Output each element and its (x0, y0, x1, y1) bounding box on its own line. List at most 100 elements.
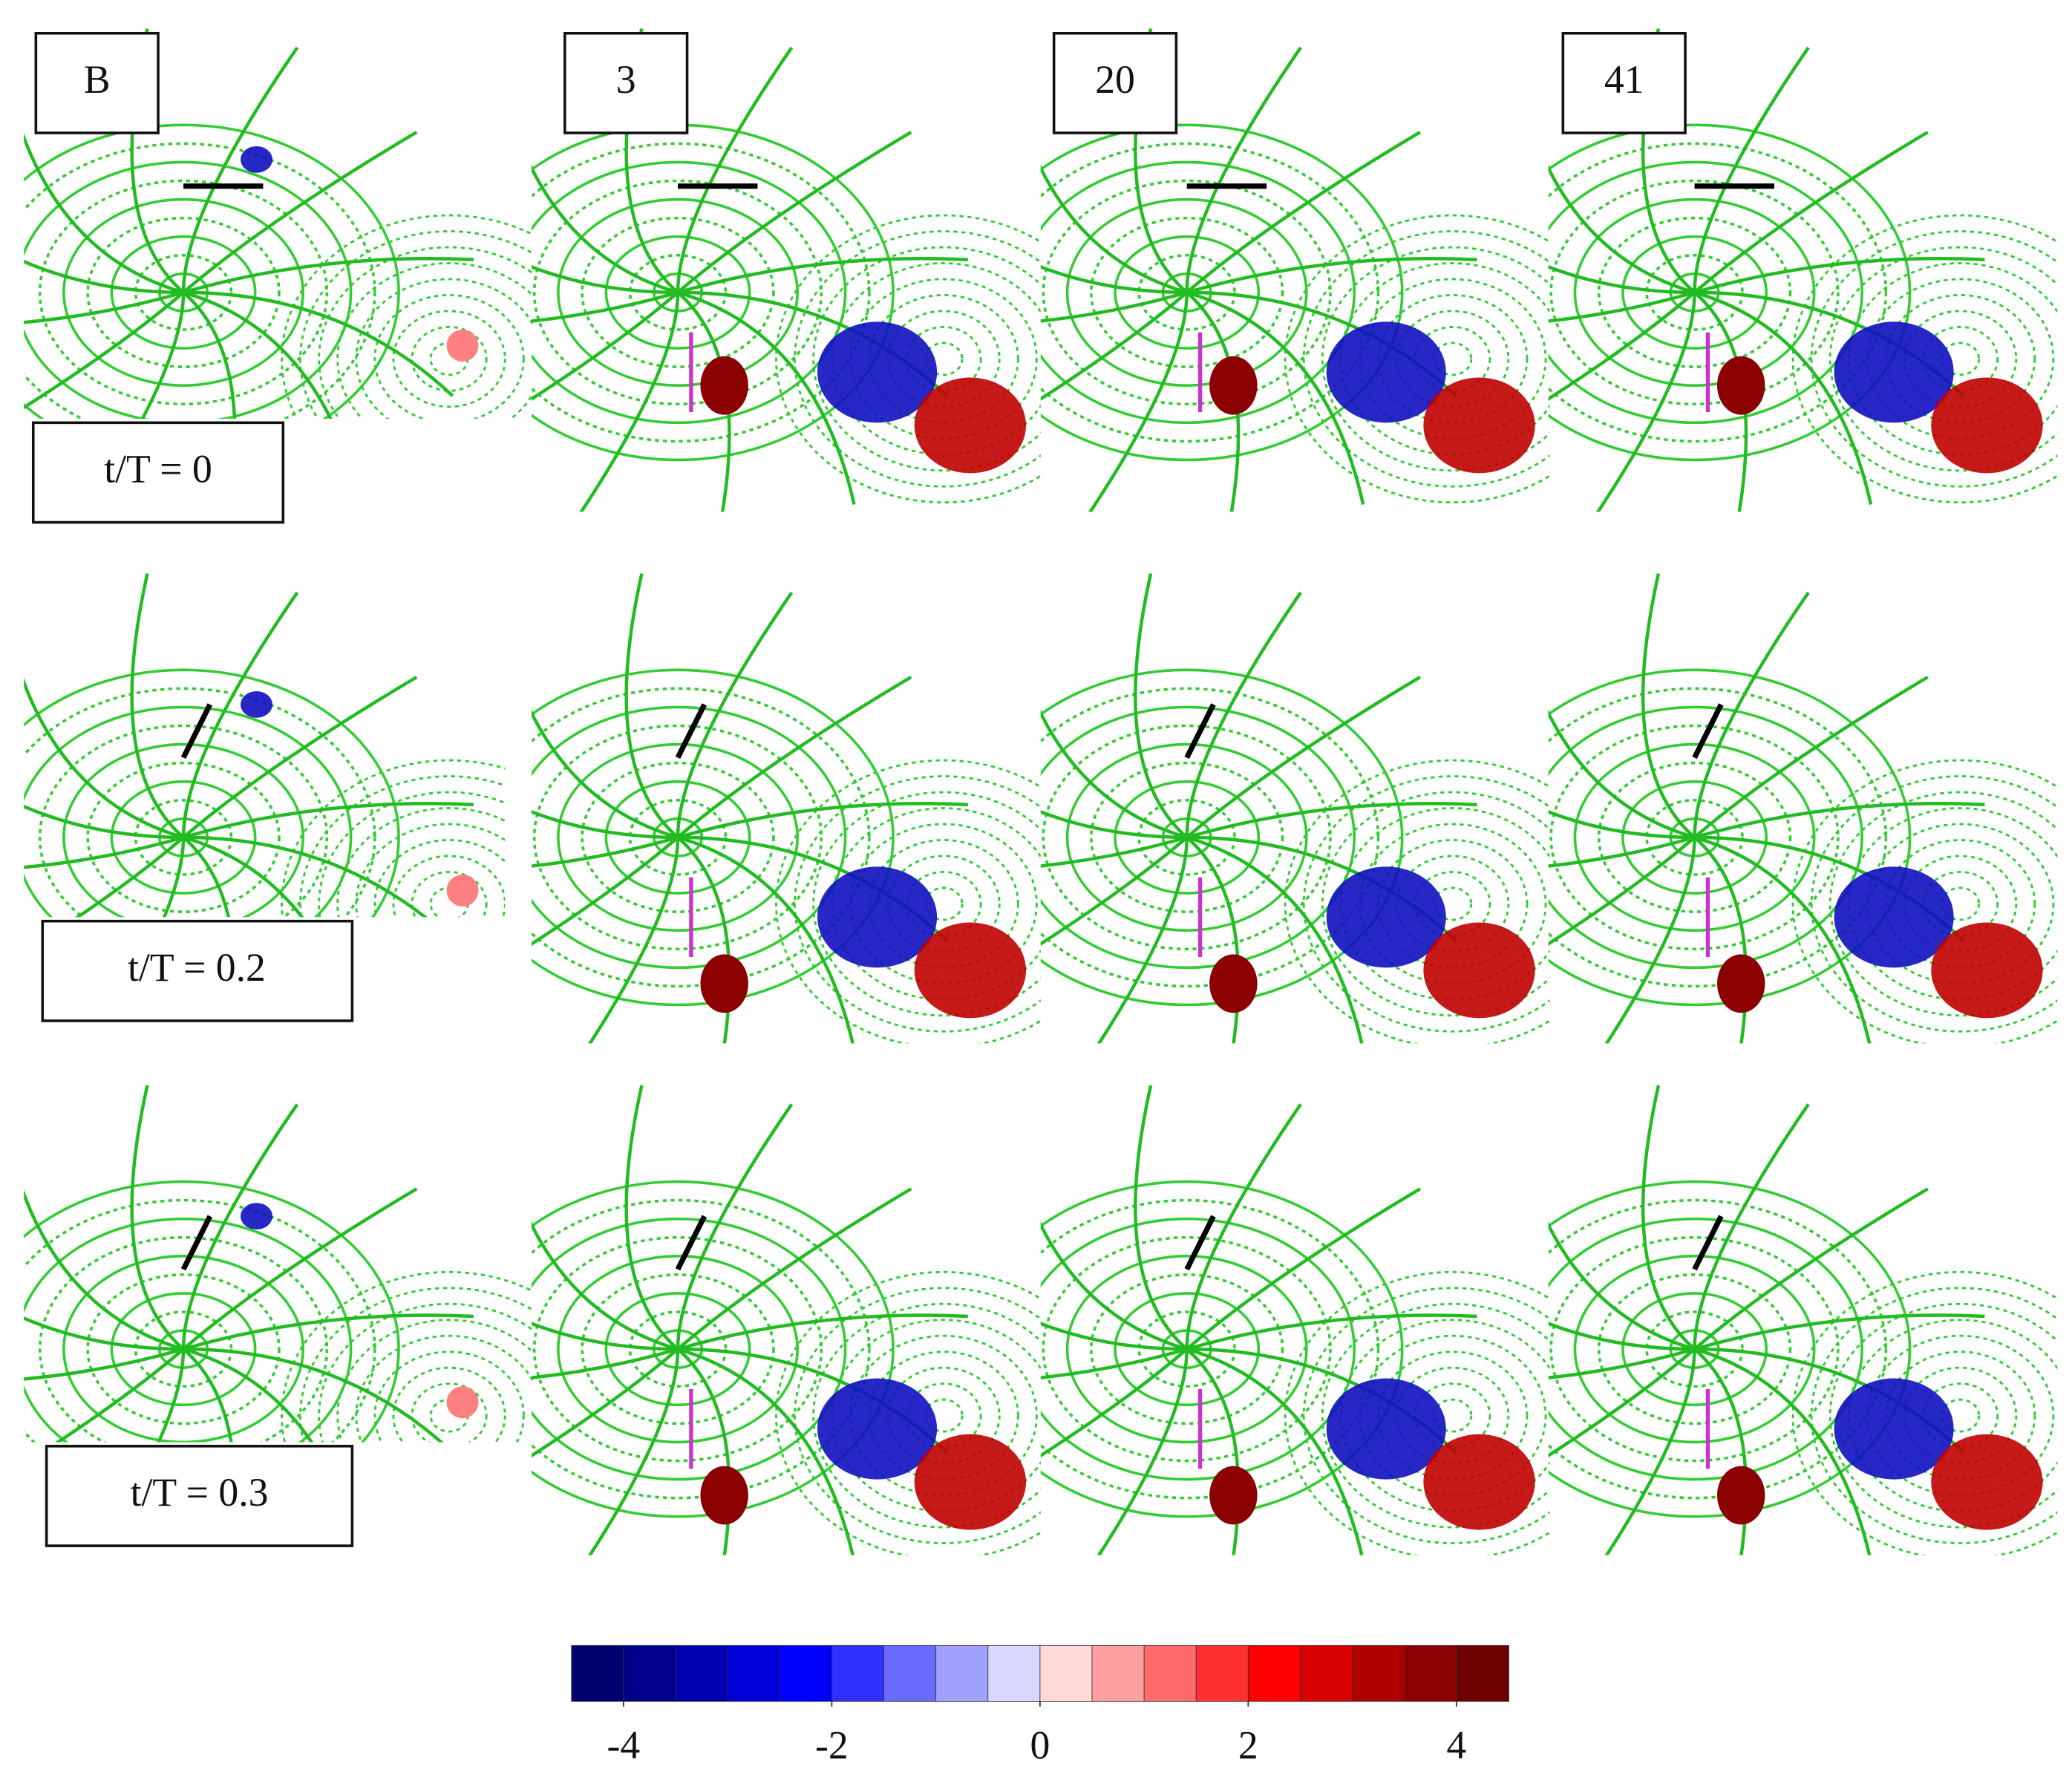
streamline (182, 836, 230, 918)
streamline (182, 676, 418, 839)
contour (1548, 1198, 1888, 1500)
contour (1573, 1255, 1816, 1444)
streamline (676, 676, 912, 839)
contour (604, 235, 751, 350)
contour (557, 1255, 799, 1444)
colorbar-segment (1143, 1644, 1197, 1702)
contour (1433, 342, 1473, 376)
panel (1040, 28, 1550, 512)
vortex-pos (700, 954, 748, 1013)
streamline (1186, 290, 1365, 506)
streamline (676, 1348, 731, 1555)
streamline (677, 290, 856, 506)
label-box (31, 421, 285, 524)
streamline (1693, 290, 1873, 506)
colorbar-tick-label: 0 (1030, 1722, 1050, 1767)
contour (1137, 1310, 1236, 1388)
row-label: t/T = 0.3 (131, 1470, 269, 1515)
contour (134, 1310, 233, 1388)
panel (1548, 28, 2058, 512)
contour (1645, 253, 1744, 331)
streamline (54, 1348, 185, 1443)
contour (1548, 123, 1912, 462)
contour (24, 160, 353, 419)
vortex-pos (1209, 356, 1258, 415)
vortex-pos (700, 1466, 748, 1525)
vortex-neg (817, 866, 938, 968)
panel-content (1548, 1085, 2058, 1555)
contour (1791, 759, 2058, 1044)
streamline (532, 164, 679, 295)
contour (581, 1273, 775, 1425)
streamline (676, 591, 794, 837)
streamline (1693, 291, 1748, 512)
vortex-pos (1717, 954, 1765, 1013)
contour (24, 705, 353, 918)
streamline (579, 292, 680, 512)
label-box (1561, 31, 1687, 134)
streamline (1548, 1347, 1696, 1379)
contour (355, 1334, 533, 1443)
colorbar-segment (1091, 1644, 1146, 1702)
contour (924, 1398, 964, 1433)
contour (532, 724, 823, 951)
streamline (1186, 1347, 1364, 1555)
streamline (183, 1313, 474, 1351)
contour (1645, 1310, 1744, 1388)
label-box (34, 31, 160, 134)
contour (1040, 142, 1380, 443)
contour (532, 1235, 823, 1463)
streamline (130, 1085, 185, 1350)
label-box (45, 1445, 354, 1547)
contour (355, 278, 533, 419)
streamline (1040, 709, 1188, 840)
contour (1621, 780, 1768, 895)
vortex-pos (1931, 1434, 2043, 1530)
panel (1040, 1085, 1550, 1555)
contour (1548, 142, 1888, 443)
streamline (1548, 264, 1695, 295)
contour (1137, 253, 1236, 331)
contour (532, 1217, 847, 1481)
panel-content (24, 573, 506, 918)
streamline (1693, 46, 1810, 293)
vortex-neg (241, 146, 273, 173)
contour (373, 294, 525, 419)
streamline (1040, 1322, 1187, 1351)
streamline (182, 291, 237, 419)
contour (1137, 798, 1236, 876)
contour (355, 823, 506, 918)
streamline (24, 290, 184, 324)
streamline (1040, 164, 1188, 295)
streamline (676, 1103, 794, 1350)
contour (1414, 325, 1491, 392)
contour (581, 761, 775, 913)
contour (373, 839, 506, 918)
streamline (1097, 837, 1189, 1044)
vortex-pos (1717, 356, 1765, 415)
vortex-neg (817, 1378, 938, 1480)
contour (24, 1180, 400, 1443)
contour (1791, 214, 2058, 504)
streamline (1040, 835, 1188, 868)
contour (411, 325, 488, 392)
contour (24, 1198, 376, 1443)
colorbar-segment (1039, 1644, 1093, 1702)
contour (905, 870, 982, 937)
contour (1065, 1255, 1308, 1444)
contour (62, 742, 304, 918)
contour (1040, 160, 1356, 425)
contour (628, 798, 728, 876)
contour (1040, 705, 1356, 970)
streamline (1548, 835, 1696, 868)
vortex-neg (1834, 321, 1954, 423)
contour (62, 197, 304, 387)
contour (318, 791, 506, 918)
streamline (677, 1313, 968, 1351)
streamline (183, 290, 333, 419)
streamline (24, 835, 184, 869)
streamline (1693, 835, 1872, 1044)
streamline (181, 46, 299, 293)
streamline (1185, 591, 1302, 837)
